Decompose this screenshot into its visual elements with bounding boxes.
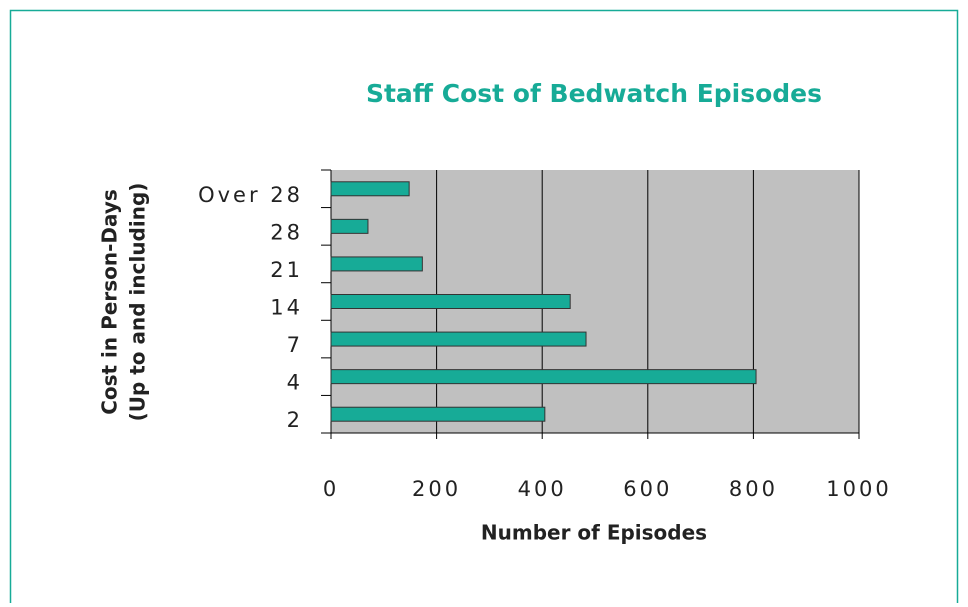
x-tick-label: 0 bbox=[323, 477, 339, 501]
y-tick-label: 2 bbox=[287, 408, 303, 432]
x-tick-label: 800 bbox=[729, 477, 778, 501]
y-axis-label: Cost in Person-Days (Up to and including… bbox=[98, 183, 150, 422]
bar bbox=[330, 218, 369, 234]
y-tick-label: 14 bbox=[270, 296, 303, 320]
bar bbox=[330, 294, 571, 309]
x-axis-label: Number of Episodes bbox=[481, 521, 707, 545]
y-tick-label: 21 bbox=[270, 258, 303, 282]
frame bbox=[9, 9, 959, 607]
y-axis-label-line: (Up to and including) bbox=[126, 183, 150, 422]
y-tick-label: 7 bbox=[287, 333, 303, 357]
bar bbox=[330, 369, 757, 385]
y-tick-label: Over 28 bbox=[198, 183, 303, 207]
x-tick-label: 600 bbox=[623, 477, 672, 501]
bar bbox=[330, 181, 410, 197]
y-axis-label-line: Cost in Person-Days bbox=[98, 189, 122, 415]
bar bbox=[330, 406, 546, 422]
y-tick-label: 4 bbox=[287, 371, 303, 395]
chart-title: Staff Cost of Bedwatch Episodes bbox=[366, 79, 822, 108]
x-tick-label: 400 bbox=[518, 477, 567, 501]
y-tick-label: 28 bbox=[270, 220, 303, 244]
x-tick-label: 200 bbox=[412, 477, 461, 501]
x-tick-label: 1000 bbox=[826, 477, 891, 501]
bar bbox=[330, 331, 587, 347]
bar bbox=[330, 256, 423, 272]
